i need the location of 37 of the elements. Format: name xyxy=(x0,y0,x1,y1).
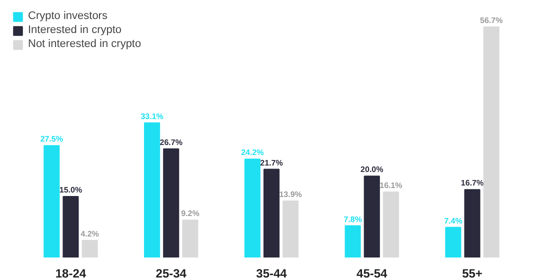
data-label: 9.2% xyxy=(181,209,200,218)
bar xyxy=(62,196,79,258)
bar xyxy=(44,145,60,258)
legend-label: Crypto investors xyxy=(28,10,108,22)
bar xyxy=(263,168,280,258)
bar xyxy=(82,240,98,258)
data-label: 26.7% xyxy=(160,138,182,147)
bar xyxy=(182,220,198,258)
data-label: 16.1% xyxy=(380,181,402,190)
data-label: 27.5% xyxy=(40,134,64,144)
data-label: 13.9% xyxy=(279,190,302,199)
bar xyxy=(382,192,399,258)
data-label: 7.4% xyxy=(444,216,462,226)
bar xyxy=(445,226,462,258)
bar xyxy=(282,200,299,258)
bar xyxy=(464,189,480,258)
data-label: 33.1% xyxy=(140,112,164,121)
bar xyxy=(244,158,260,258)
data-label: 4.2% xyxy=(80,229,99,238)
x-tick-label: 25-34 xyxy=(156,266,187,280)
data-label: 56.7% xyxy=(480,16,503,25)
legend-label: Not interested in crypto xyxy=(28,38,142,50)
bar xyxy=(483,26,500,258)
x-tick-label: 45-54 xyxy=(356,266,388,280)
data-label: 7.8% xyxy=(344,214,362,224)
bar xyxy=(344,225,361,258)
x-tick-label: 55+ xyxy=(462,266,482,280)
x-tick-label: 35-44 xyxy=(256,266,288,280)
data-label: 20.0% xyxy=(360,165,384,174)
bar xyxy=(144,122,160,258)
data-label: 16.7% xyxy=(460,178,484,188)
x-tick-label: 18-24 xyxy=(55,266,86,280)
data-label: 15.0% xyxy=(59,186,82,195)
legend-label: Interested in crypto xyxy=(28,24,122,36)
bar xyxy=(163,148,180,258)
data-label: 24.2% xyxy=(241,148,264,158)
bar xyxy=(364,176,380,258)
